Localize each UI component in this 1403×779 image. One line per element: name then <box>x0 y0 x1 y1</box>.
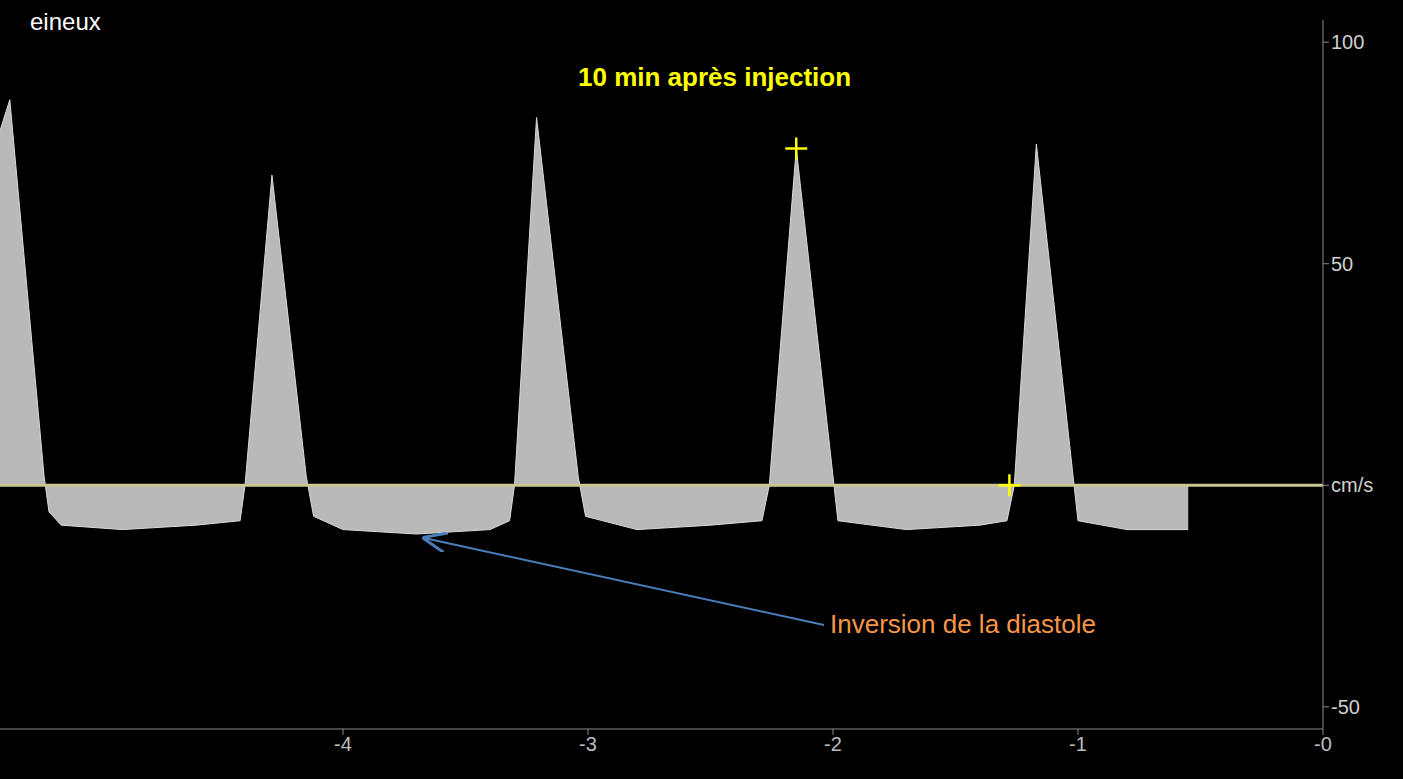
svg-text:-50: -50 <box>1331 696 1360 718</box>
html-text:eineux: eineux <box>30 8 101 35</box>
html-text:10 min après injection: 10 min après injection <box>578 62 852 92</box>
svg-text:-0: -0 <box>1314 733 1332 755</box>
svg-text:-3: -3 <box>579 733 597 755</box>
svg-text:50: 50 <box>1331 253 1353 275</box>
svg-text:-4: -4 <box>334 733 352 755</box>
html-text:Inversion de la diastole: Inversion de la diastole <box>830 609 1096 639</box>
svg-text:-2: -2 <box>824 733 842 755</box>
svg-text:cm/s: cm/s <box>1331 474 1373 496</box>
svg-text:100: 100 <box>1331 31 1364 53</box>
svg-text:-1: -1 <box>1069 733 1087 755</box>
